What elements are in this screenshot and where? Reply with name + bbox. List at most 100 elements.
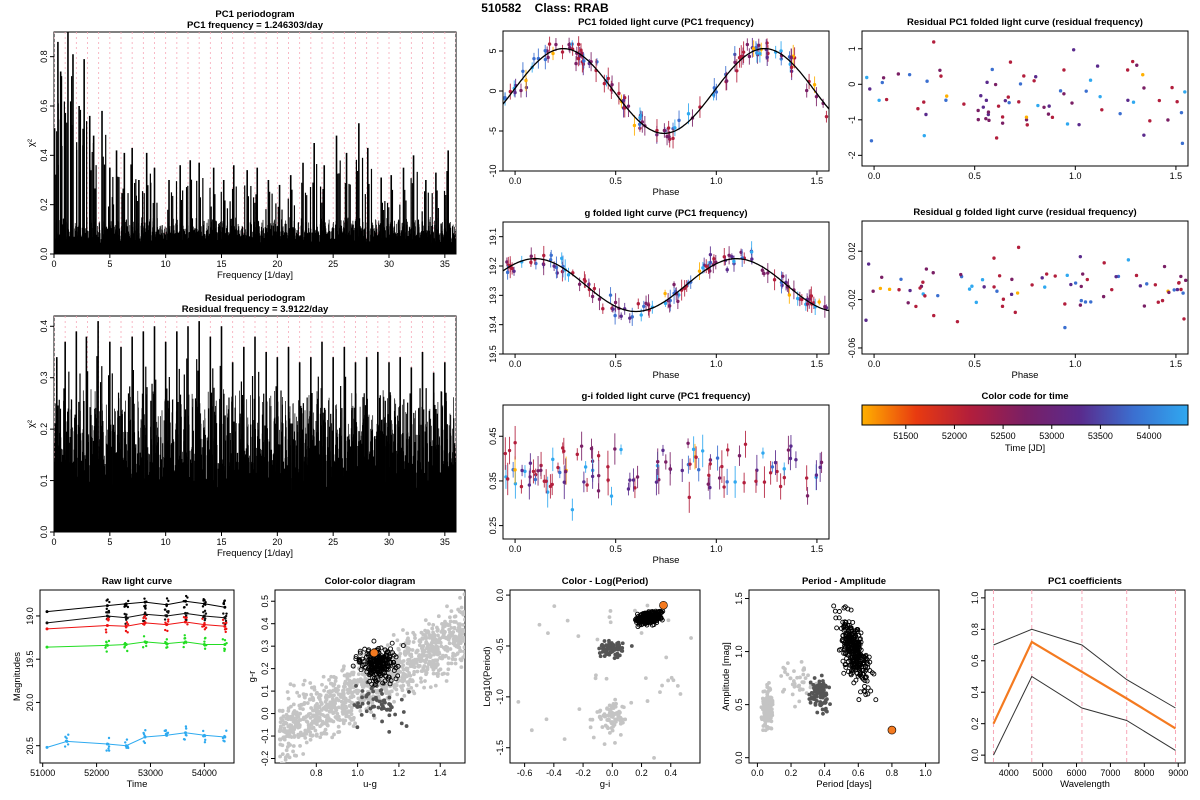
panel-title: Residual g folded light curve (residual … [913, 207, 1136, 218]
scatter-point [854, 627, 860, 633]
data-point [529, 260, 533, 265]
x-tick-label: 1.0 [710, 544, 723, 554]
scatter-point [602, 742, 607, 747]
scatter-point [395, 673, 401, 679]
data-point [646, 303, 651, 307]
y-tick-label: 0.2 [39, 423, 49, 436]
x-tick-label: 35 [440, 537, 450, 547]
x-tick-label: 1.0 [1069, 359, 1082, 369]
scatter-point [848, 634, 854, 640]
scatter-point [666, 618, 671, 623]
data-point [970, 284, 974, 288]
scatter-point [353, 656, 359, 662]
data-point [575, 452, 579, 457]
scatter-point [301, 717, 306, 722]
data-point [938, 68, 942, 72]
scatter-point [328, 689, 332, 694]
scatter-point [438, 667, 443, 672]
scatter-point [280, 708, 285, 713]
scatter-point [607, 642, 612, 647]
scatter-point [608, 731, 612, 735]
data-point [737, 453, 742, 458]
data-point [665, 134, 669, 139]
scatter-point [606, 718, 611, 722]
light-curve-point [204, 612, 208, 615]
data-point [576, 42, 581, 47]
light-curve-line [46, 732, 225, 748]
data-point [1085, 277, 1090, 282]
scatter-point [807, 697, 812, 701]
scatter-point [456, 642, 461, 647]
scatter-point [612, 646, 616, 651]
x-tick-label: 5 [107, 537, 112, 547]
data-point [664, 460, 668, 464]
y-tick-label: 19.0 [25, 607, 35, 625]
data-point [944, 94, 949, 98]
y-tick-label: -0.5 [495, 638, 505, 654]
scatter-point [766, 695, 771, 699]
data-point [662, 128, 667, 133]
scatter-point [380, 692, 384, 696]
data-point [628, 316, 632, 320]
scatter-point [809, 691, 814, 695]
data-point [1078, 254, 1083, 259]
scatter-point [611, 703, 615, 708]
panel-subtitle: PC1 frequency = 1.246303/day [187, 20, 324, 31]
scatter-point [842, 622, 848, 627]
scatter-point [576, 634, 581, 639]
scatter-point [278, 754, 283, 759]
x-tick-label: 0.4 [665, 768, 678, 778]
data-point [1065, 122, 1070, 126]
scatter-point [389, 640, 395, 646]
data-point [766, 271, 770, 275]
scatter-point [333, 676, 338, 680]
data-point [939, 74, 943, 78]
scatter-point [666, 678, 671, 683]
scatter-point [838, 626, 844, 631]
scatter-point [856, 650, 862, 656]
scatter-point [846, 669, 851, 675]
light-curve-point [225, 621, 228, 625]
light-curve-point [164, 621, 167, 624]
scatter-point [840, 632, 846, 638]
x-tick-label: 8000 [1134, 768, 1154, 778]
x-tick-label: 0.0 [606, 768, 619, 778]
data-point [749, 250, 754, 254]
data-point [996, 104, 1001, 108]
data-point [923, 294, 927, 298]
scatter-point [379, 667, 385, 672]
data-point [1142, 304, 1147, 308]
panel-color-color: Color-color diagram 0.8 1.0 1.2 1.4 u-g -0.2 -0… [247, 576, 466, 790]
scatter-point [286, 709, 291, 713]
data-point [1007, 100, 1011, 105]
light-curve-point [124, 741, 127, 744]
data-point [513, 441, 517, 445]
scatter-point [452, 626, 457, 631]
data-point [677, 118, 681, 123]
light-curve-point [125, 621, 129, 624]
scatter-point [433, 649, 438, 654]
x-tick-label: 0.0 [868, 359, 881, 369]
data-point [823, 305, 827, 309]
scatter-point [373, 671, 379, 677]
data-point [931, 271, 935, 275]
x-tick-label: 1.0 [710, 176, 723, 186]
scatter-point [378, 688, 383, 693]
scatter-point [395, 638, 400, 643]
scatter-point [322, 721, 326, 726]
scatter-point [444, 653, 448, 658]
scatter-point [349, 712, 354, 717]
plot-area [277, 592, 465, 763]
data-point [992, 256, 996, 260]
scatter-point [395, 692, 400, 697]
y-tick-label: 0.0 [260, 707, 270, 720]
scatter-point [379, 702, 384, 707]
scatter-point [429, 661, 434, 666]
scatter-point [392, 685, 397, 690]
data-point [1177, 281, 1181, 285]
light-curve-point [104, 631, 108, 634]
data-point [916, 107, 920, 111]
scatter-point [329, 704, 334, 709]
data-point [527, 483, 532, 487]
data-point [628, 478, 632, 482]
